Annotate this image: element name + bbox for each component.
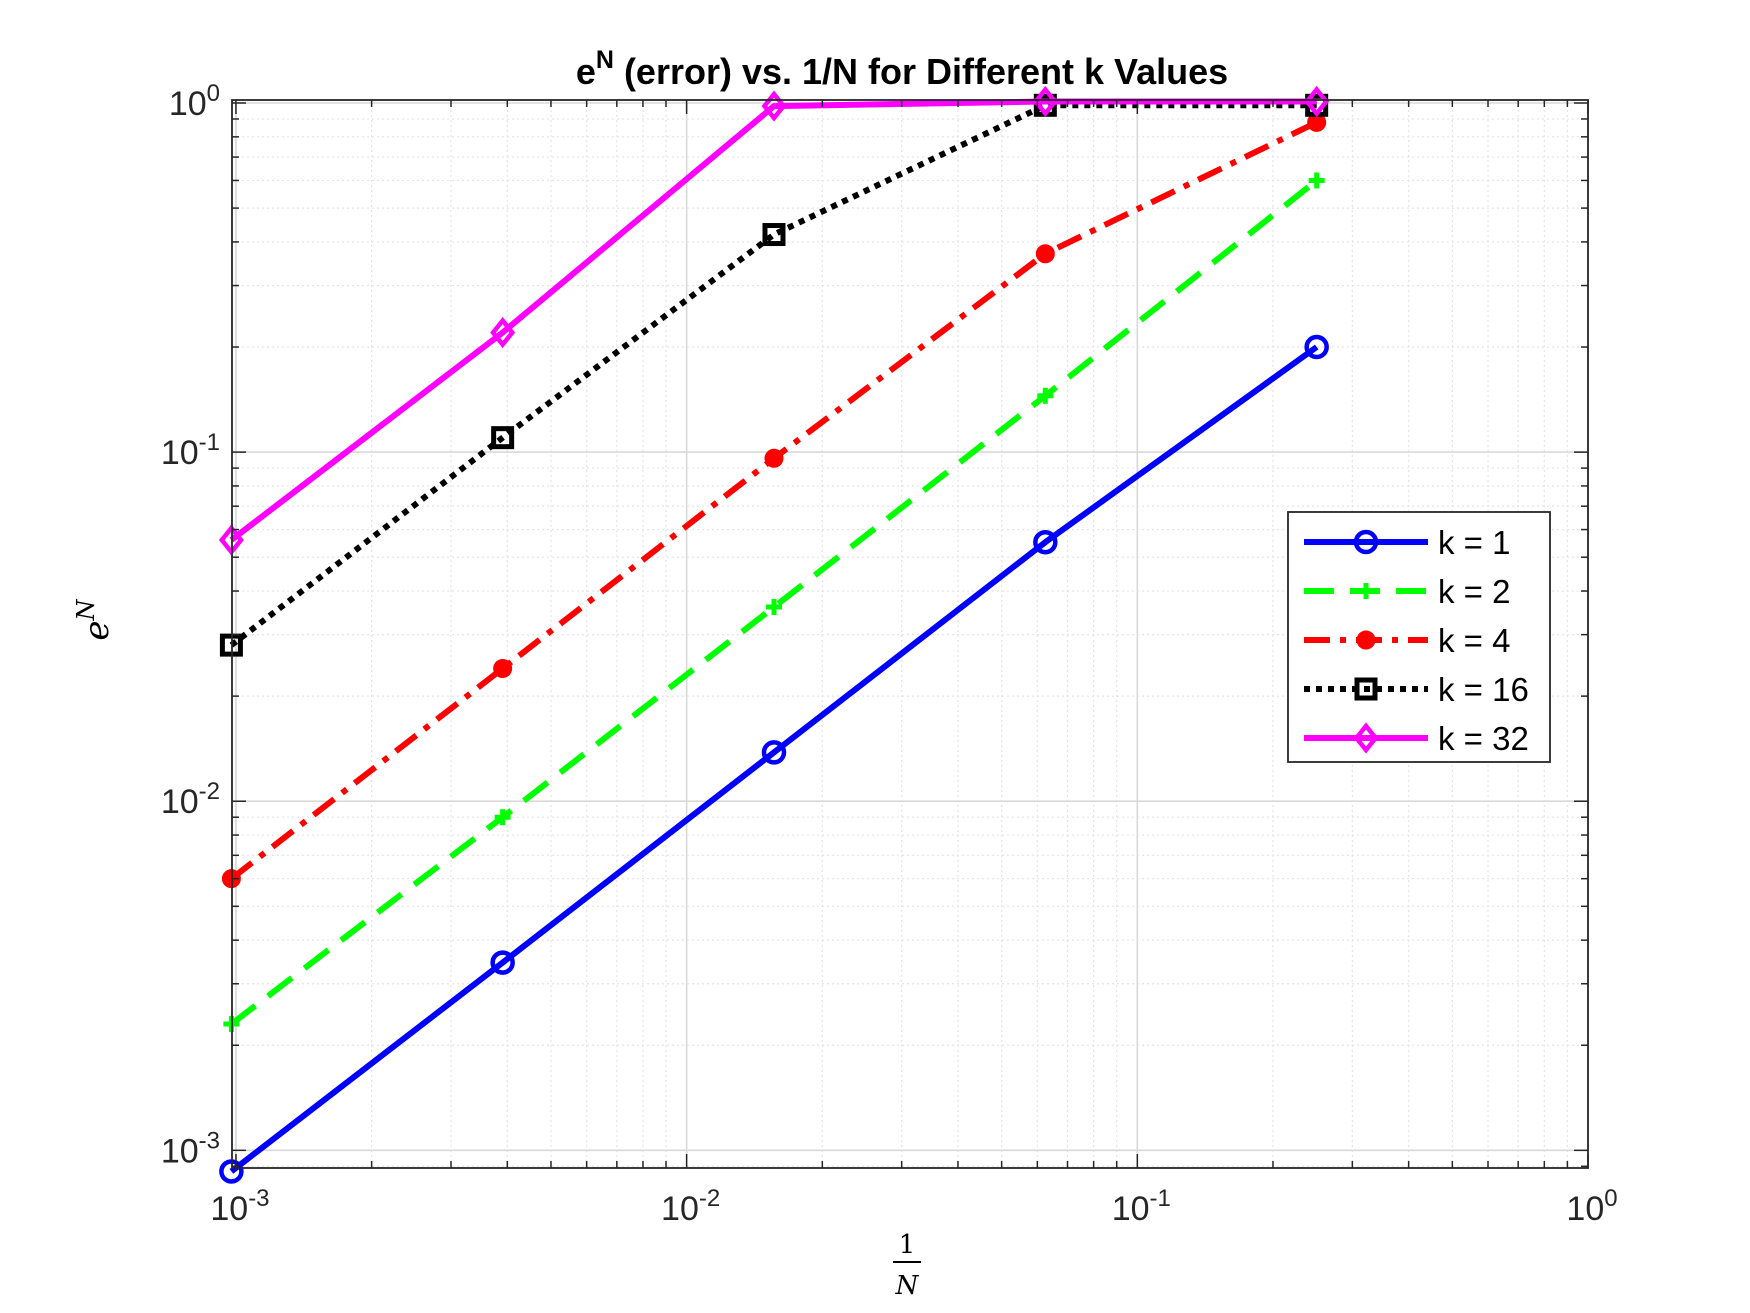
data-point [1033,529,1058,555]
x-tick-label: 100 [1566,1185,1617,1228]
data-point [1037,387,1054,404]
data-point [762,223,786,247]
x-axis-label: 1 N [893,1230,921,1301]
series-line [229,344,1319,1174]
series-line [229,98,1317,543]
data-point [1354,677,1378,701]
legend-item: k = 1 [1304,524,1510,561]
series-lines [218,85,1330,1184]
series-k-32 [218,85,1330,556]
legend-label: k = 2 [1438,573,1510,610]
y-axis-label: eN [72,598,117,640]
series-k-1 [219,334,1329,1184]
y-tick-label: 10-1 [161,429,220,472]
svg-text:1: 1 [899,1230,916,1260]
data-point [1356,630,1376,650]
data-point [1353,529,1379,555]
legend-item: k = 32 [1304,720,1529,757]
data-point [1353,722,1379,754]
legend-label: k = 32 [1438,720,1529,757]
x-tick-label: 10-2 [661,1185,720,1228]
data-point [493,658,513,678]
data-point [1035,244,1055,264]
chart-title: eN (error) vs. 1/N for Different k Value… [576,46,1228,92]
data-point [761,90,787,122]
series-k-4 [221,112,1327,889]
data-point [1032,85,1058,118]
axes [231,99,1589,1169]
legend-label: k = 4 [1438,622,1510,659]
data-point [1304,85,1330,118]
x-tick-label: 10-3 [210,1185,269,1228]
legend-label: k = 16 [1438,671,1529,708]
legend-item: k = 2 [1304,573,1510,610]
svg-text:N: N [895,1271,920,1301]
data-point [490,950,515,975]
data-point [1304,334,1329,360]
data-point [765,599,782,616]
data-point [1358,583,1374,599]
legend-label: k = 1 [1438,524,1510,561]
x-tick-label: 10-1 [1112,1185,1171,1228]
axes-box [231,99,1589,1169]
legend-item: k = 4 [1304,622,1510,659]
data-point [1308,172,1325,189]
y-tick-label: 10-3 [161,1127,220,1170]
legend-item: k = 16 [1304,671,1529,708]
legend: k = 1 k = 2 k = 4 k = 16 k = 32 [1287,511,1551,763]
tick-labels: 10-3 10-2 10-1 100 10-3 10-2 10-1 100 [161,80,1618,1228]
series-line [229,102,1317,648]
data-point [761,740,787,765]
data-point [491,426,515,450]
data-point [764,448,784,468]
y-tick-label: 10-2 [161,778,220,821]
y-tick-label: 100 [169,80,220,123]
data-point [490,316,516,349]
data-point [494,809,511,826]
